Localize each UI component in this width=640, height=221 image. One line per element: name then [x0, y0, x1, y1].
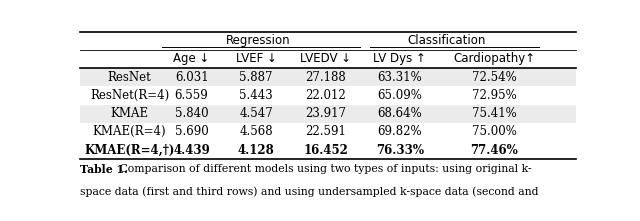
Text: 22.012: 22.012 — [305, 89, 346, 102]
Text: 5.840: 5.840 — [175, 107, 209, 120]
Text: 4.128: 4.128 — [237, 144, 275, 157]
Text: ResNet(R=4): ResNet(R=4) — [90, 89, 169, 102]
Text: LVEF ↓: LVEF ↓ — [236, 52, 276, 65]
Text: 72.95%: 72.95% — [472, 89, 516, 102]
Text: 72.54%: 72.54% — [472, 71, 516, 84]
Text: 76.33%: 76.33% — [376, 144, 424, 157]
Text: 75.41%: 75.41% — [472, 107, 516, 120]
Text: 77.46%: 77.46% — [470, 144, 518, 157]
Text: LVEDV ↓: LVEDV ↓ — [300, 52, 351, 65]
Text: 63.31%: 63.31% — [378, 71, 422, 84]
Text: Comparison of different models using two types of inputs: using original k-: Comparison of different models using two… — [116, 164, 532, 174]
Text: 5.690: 5.690 — [175, 125, 209, 138]
Text: 5.443: 5.443 — [239, 89, 273, 102]
Text: 75.00%: 75.00% — [472, 125, 516, 138]
Text: 16.452: 16.452 — [303, 144, 348, 157]
Text: 23.917: 23.917 — [305, 107, 346, 120]
Text: 4.439: 4.439 — [173, 144, 210, 157]
Text: Table 1.: Table 1. — [80, 164, 128, 175]
Text: 6.559: 6.559 — [175, 89, 209, 102]
Text: 4.547: 4.547 — [239, 107, 273, 120]
Text: LV Dys ↑: LV Dys ↑ — [374, 52, 426, 65]
Text: Cardiopathy↑: Cardiopathy↑ — [453, 52, 535, 65]
Bar — [80, 68, 576, 86]
Text: KMAE(R=4,†): KMAE(R=4,†) — [84, 144, 175, 157]
Text: 69.82%: 69.82% — [378, 125, 422, 138]
Text: 4.568: 4.568 — [239, 125, 273, 138]
Text: KMAE(R=4): KMAE(R=4) — [93, 125, 166, 138]
Text: Regression: Regression — [227, 34, 291, 47]
Bar — [80, 105, 576, 123]
Text: 6.031: 6.031 — [175, 71, 209, 84]
Text: Age ↓: Age ↓ — [173, 52, 210, 65]
Text: 5.887: 5.887 — [239, 71, 273, 84]
Text: 27.188: 27.188 — [305, 71, 346, 84]
Text: 68.64%: 68.64% — [378, 107, 422, 120]
Text: space data (first and third rows) and using undersampled k-space data (second an: space data (first and third rows) and us… — [80, 187, 538, 197]
Text: 22.591: 22.591 — [305, 125, 346, 138]
Text: KMAE: KMAE — [111, 107, 148, 120]
Text: 65.09%: 65.09% — [378, 89, 422, 102]
Text: Classification: Classification — [408, 34, 486, 47]
Text: ResNet: ResNet — [108, 71, 152, 84]
